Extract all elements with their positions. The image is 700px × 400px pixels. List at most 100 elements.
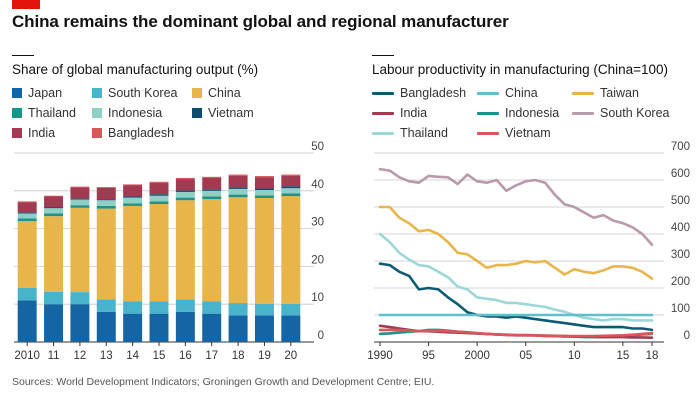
bar-segment-india (17, 202, 37, 213)
bar-segment-bangladesh (149, 181, 169, 183)
legend-line-swatch (372, 92, 394, 95)
bar-segment-bangladesh (202, 176, 222, 178)
legend-label: South Korea (108, 86, 178, 100)
y-tick-label: 300 (671, 249, 690, 261)
bar-segment-indonesia (123, 197, 143, 204)
bar-segment-china (70, 207, 90, 293)
y-tick-label: 400 (671, 222, 690, 234)
y-tick-label: 20 (311, 254, 324, 266)
legend-label: Thailand (28, 106, 76, 120)
x-tick-label: 13 (100, 350, 113, 362)
legend-item-india: India (12, 126, 55, 140)
y-tick-label: 0 (318, 330, 324, 342)
bar-segment-bangladesh (175, 177, 195, 180)
legend-item-thailand-line: Thailand (372, 126, 448, 140)
bar-segment-thailand (281, 193, 301, 197)
legend-label: South Korea (600, 106, 670, 120)
bar-segment-bangladesh (228, 174, 248, 176)
series-line-thailand (378, 232, 654, 322)
x-tick-label: 12 (74, 350, 87, 362)
bar-segment-vietnam (254, 188, 274, 191)
legend-line-swatch (372, 132, 394, 135)
y-tick-label: 600 (671, 168, 690, 180)
legend-label: Thailand (400, 126, 448, 140)
bar-segment-vietnam (281, 186, 301, 189)
bar-segment-japan (202, 313, 222, 342)
bar-segment-china (44, 216, 64, 292)
bar-segment-japan (96, 311, 116, 342)
legend-item-thailand: Thailand (12, 106, 76, 120)
left-chart-title: Share of global manufacturing output (%) (12, 62, 259, 77)
brand-red-tag (12, 0, 40, 9)
bar-segment-india (202, 177, 222, 190)
legend-label: Taiwan (600, 86, 639, 100)
bar-segment-indonesia (254, 190, 274, 196)
bar-segment-thailand (123, 203, 143, 206)
bar-segment-south-korea (175, 299, 195, 312)
y-tick-label: 40 (311, 179, 324, 191)
legend-line-swatch (477, 132, 499, 135)
bar-segment-thailand (254, 195, 274, 198)
x-tick-label: 2010 (14, 350, 40, 362)
bar-segment-south-korea (70, 292, 90, 305)
legend-swatch (12, 128, 22, 138)
bar-segment-indonesia (228, 188, 248, 195)
bar-segment-thailand (149, 201, 169, 205)
bar-segment-bangladesh (17, 201, 37, 203)
x-tick-label: 11 (48, 350, 60, 362)
legend-item-china-line: China (477, 86, 538, 100)
bar-segment-vietnam (123, 196, 143, 198)
bar-segment-india (281, 175, 301, 187)
bar-segment-india (123, 185, 143, 197)
y-tick-label: 700 (671, 141, 690, 153)
legend-item-south-korea-line: South Korea (572, 106, 670, 120)
bar-segment-japan (281, 315, 301, 342)
bar-segment-thailand (17, 218, 37, 222)
bar-segment-japan (70, 304, 90, 342)
y-tick-label: 50 (311, 141, 324, 153)
legend-label: Bangladesh (400, 86, 467, 100)
left-legend: Japan South Korea China Thailand Indones… (12, 86, 342, 146)
bar-segment-vietnam (70, 198, 90, 200)
bar-segment-thailand (70, 205, 90, 208)
legend-label: Bangladesh (108, 126, 175, 140)
x-tick-label: 19 (258, 350, 271, 362)
left-panel-rule (12, 55, 34, 56)
bar-segment-japan (123, 313, 143, 342)
series-line-south-korea (378, 167, 654, 247)
bar-segment-bangladesh (254, 176, 274, 178)
bar-segment-china (281, 196, 301, 304)
x-tick-label: 2000 (464, 350, 490, 362)
legend-label: Japan (28, 86, 63, 100)
bar-segment-south-korea (17, 287, 37, 301)
bar-segment-japan (149, 313, 169, 342)
page-title: China remains the dominant global and re… (12, 12, 509, 31)
x-tick-label: 05 (519, 350, 532, 362)
bar-segment-thailand (175, 197, 195, 201)
legend-line-swatch (572, 112, 594, 115)
right-panel-rule (372, 55, 394, 56)
bar-segment-bangladesh (44, 195, 64, 197)
x-tick-label: 16 (179, 350, 192, 362)
bar-segment-thailand (202, 196, 222, 200)
bar-segment-south-korea (254, 303, 274, 316)
bar-segment-japan (175, 311, 195, 342)
bar-segment-south-korea (123, 301, 143, 314)
legend-item-india-line: India (372, 106, 427, 120)
bar-segment-indonesia (44, 208, 64, 214)
bar-segment-china (123, 205, 143, 302)
bar-segment-india (175, 179, 195, 191)
bar-segment-india (149, 182, 169, 195)
bar-segment-china (175, 200, 195, 300)
x-tick-label: 20 (284, 350, 297, 362)
x-tick-label: 1990 (367, 350, 393, 362)
bar-segment-indonesia (175, 191, 195, 198)
legend-item-bangladesh: Bangladesh (92, 126, 174, 140)
bar-segment-china (202, 199, 222, 302)
bar-segment-south-korea (281, 303, 301, 316)
bar-segment-bangladesh (281, 174, 301, 176)
x-tick-label: 17 (205, 350, 218, 362)
legend-item-bangladesh-line: Bangladesh (372, 86, 466, 100)
bar-segment-bangladesh (70, 186, 90, 188)
